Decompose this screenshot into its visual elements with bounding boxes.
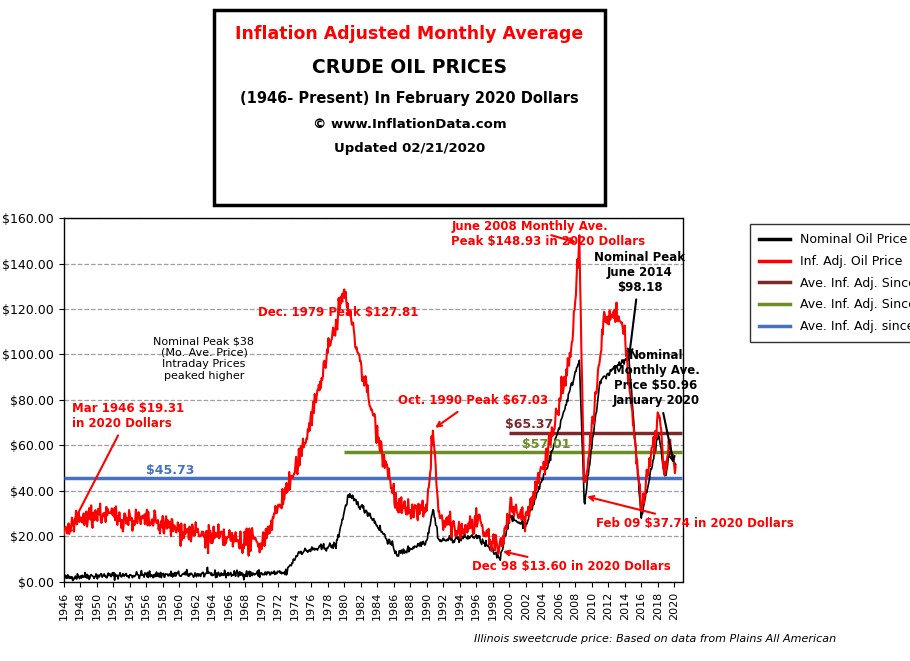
Text: Oct. 1990 Peak $67.03: Oct. 1990 Peak $67.03 (398, 395, 548, 426)
Text: $45.73: $45.73 (147, 464, 195, 477)
Text: Updated 02/21/2020: Updated 02/21/2020 (334, 142, 485, 155)
Text: Feb 09 $37.74 in 2020 Dollars: Feb 09 $37.74 in 2020 Dollars (590, 496, 794, 530)
Text: Nominal Peak $38
(Mo. Ave. Price)
Intraday Prices
peaked higher: Nominal Peak $38 (Mo. Ave. Price) Intrad… (154, 336, 255, 381)
Text: Inflation Adjusted Monthly Average: Inflation Adjusted Monthly Average (236, 25, 583, 43)
Text: (1946- Present) In February 2020 Dollars: (1946- Present) In February 2020 Dollars (240, 91, 579, 106)
Text: CRUDE OIL PRICES: CRUDE OIL PRICES (312, 58, 507, 77)
Text: Illinois sweetcrude price: Based on data from Plains All American: Illinois sweetcrude price: Based on data… (474, 635, 836, 644)
Text: Dec. 1979 Peak $127.81: Dec. 1979 Peak $127.81 (258, 296, 418, 319)
Text: $57.01: $57.01 (521, 438, 570, 451)
Legend: Nominal Oil Price, Inf. Adj. Oil Price, Ave. Inf. Adj. Since 2000, Ave. Inf. Adj: Nominal Oil Price, Inf. Adj. Oil Price, … (751, 224, 910, 342)
Text: Nominal
Monthly Ave.
Price $50.96
January 2020: Nominal Monthly Ave. Price $50.96 Januar… (612, 350, 700, 461)
Text: Dec 98 $13.60 in 2020 Dollars: Dec 98 $13.60 in 2020 Dollars (472, 551, 671, 573)
Text: Mar 1946 $19.31
in 2020 Dollars: Mar 1946 $19.31 in 2020 Dollars (67, 402, 184, 533)
Text: June 2008 Monthly Ave.
Peak $148.93 in 2020 Dollars: June 2008 Monthly Ave. Peak $148.93 in 2… (451, 220, 645, 249)
Text: Nominal Peak
June 2014
$98.18: Nominal Peak June 2014 $98.18 (594, 251, 685, 354)
Text: © www.InflationData.com: © www.InflationData.com (313, 118, 506, 131)
Text: $65.37: $65.37 (505, 418, 553, 432)
